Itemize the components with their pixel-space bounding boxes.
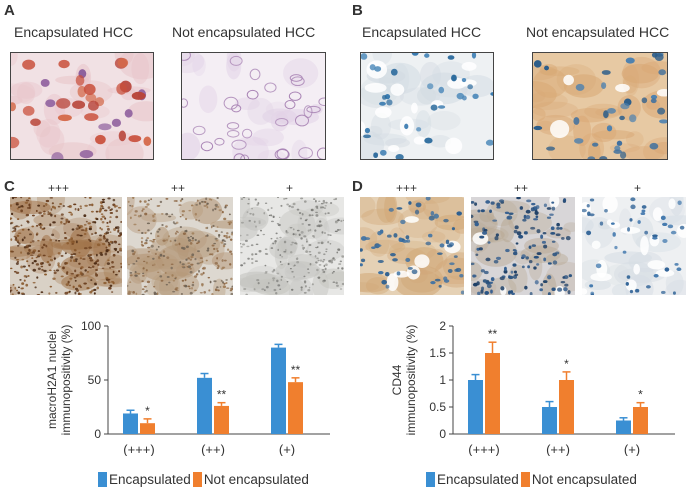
- micrograph-c-high: [10, 197, 122, 295]
- micrograph-a-not-encapsulated: [181, 52, 326, 160]
- micrograph-c-low: [240, 197, 344, 295]
- caption-b-not-encapsulated: Not encapsulated HCC: [526, 24, 670, 40]
- legend-d-not-encapsulated: Not encapsulated: [520, 472, 637, 487]
- cd44-xtick-label: (+): [624, 442, 640, 456]
- micrograph-c-mid: [127, 197, 233, 295]
- cd44-ytick-label: 1: [439, 373, 446, 387]
- cd44-significance: **: [488, 327, 498, 341]
- cd44-ytick-label: 2: [439, 319, 446, 333]
- legend-d: Encapsulated Not encapsulated: [426, 472, 639, 487]
- micrograph-d-high: [360, 197, 464, 295]
- micrograph-d-low: [582, 197, 686, 295]
- cd44-xtick-label: (++): [546, 442, 570, 456]
- macroh2a1-ylabel-line: macroH2A1 nuclei: [45, 331, 59, 429]
- macroh2a1-ytick-label: 0: [94, 427, 101, 441]
- macroh2a1-significance: **: [291, 363, 301, 377]
- cd44-ylabel-line: CD44: [390, 364, 404, 395]
- macroh2a1-ylabel-line: immunopositivity (%): [59, 325, 73, 436]
- cd44-bar: [468, 380, 483, 434]
- cd44-bar-chart: CD44 immunopositivity (%) 00.511.52**(+++)…: [390, 319, 675, 456]
- legend-swatch: [520, 472, 530, 487]
- macroh2a1-ytick-label: 50: [88, 373, 102, 387]
- micrograph-a-encapsulated: [10, 52, 154, 160]
- grade-d-mid: ++: [514, 181, 529, 195]
- macroh2a1-bar: [214, 405, 229, 434]
- macroh2a1-xtick-label: (+++): [123, 442, 154, 456]
- micrograph-d-mid: [471, 197, 575, 295]
- cd44-bar: [559, 380, 574, 434]
- macroh2a1-ytick-label: 100: [81, 319, 101, 333]
- legend-label: Not encapsulated: [531, 472, 637, 487]
- panel-letter-d: D: [352, 178, 363, 195]
- grade-d-high: +++: [396, 181, 418, 195]
- cd44-ytick-label: 1.5: [429, 346, 446, 360]
- cd44-bar: [485, 353, 500, 434]
- cd44-bar: [616, 420, 631, 434]
- macroh2a1-xtick-label: (+): [279, 442, 295, 456]
- grade-c-high: +++: [48, 181, 70, 195]
- legend-c-encapsulated: Encapsulated: [98, 472, 191, 487]
- macroh2a1-bar: [271, 347, 286, 434]
- macroh2a1-bar: [123, 413, 138, 434]
- panel-letter-b: B: [352, 2, 363, 19]
- grade-d-low: +: [634, 181, 642, 195]
- grade-c-low: +: [286, 181, 294, 195]
- cd44-bar: [633, 407, 648, 434]
- micrograph-b-encapsulated: [360, 52, 494, 160]
- macroh2a1-bar: [288, 382, 303, 434]
- macroh2a1-bar: [140, 423, 155, 434]
- legend-d-encapsulated: Encapsulated: [426, 472, 519, 487]
- cd44-ylabel-line: immunopositivity (%): [404, 325, 418, 436]
- cd44-bar: [542, 407, 557, 434]
- caption-b-encapsulated: Encapsulated HCC: [362, 24, 482, 40]
- panel-letter-c: C: [4, 178, 15, 195]
- micrograph-b-not-encapsulated: [532, 52, 668, 160]
- macroh2a1-bar-chart: macroH2A1 nuclei immunopositivity (%) 0 50 1…: [45, 319, 330, 456]
- legend-label: Encapsulated: [437, 472, 519, 487]
- legend-label: Not encapsulated: [203, 472, 309, 487]
- macroh2a1-bar: [197, 377, 212, 434]
- cd44-ytick-label: 0: [439, 427, 446, 441]
- macroh2a1-significance: *: [145, 404, 150, 418]
- cd44-xtick-label: (+++): [468, 442, 499, 456]
- cd44-significance: *: [564, 357, 569, 371]
- cd44-significance: *: [638, 388, 643, 402]
- panel-letter-a: A: [4, 2, 15, 19]
- legend-swatch: [98, 472, 107, 487]
- caption-a-encapsulated: Encapsulated HCC: [14, 24, 134, 40]
- legend-swatch: [192, 472, 202, 487]
- legend-c-not-encapsulated: Not encapsulated: [192, 472, 309, 487]
- legend-c: Encapsulated Not encapsulated: [98, 472, 311, 487]
- grade-c-mid: ++: [171, 181, 186, 195]
- legend-swatch: [426, 472, 435, 487]
- cd44-ytick-label: 0.5: [429, 400, 446, 414]
- legend-label: Encapsulated: [109, 472, 191, 487]
- macroh2a1-xtick-label: (++): [201, 442, 225, 456]
- macroh2a1-significance: **: [217, 388, 227, 402]
- caption-a-not-encapsulated: Not encapsulated HCC: [172, 24, 316, 40]
